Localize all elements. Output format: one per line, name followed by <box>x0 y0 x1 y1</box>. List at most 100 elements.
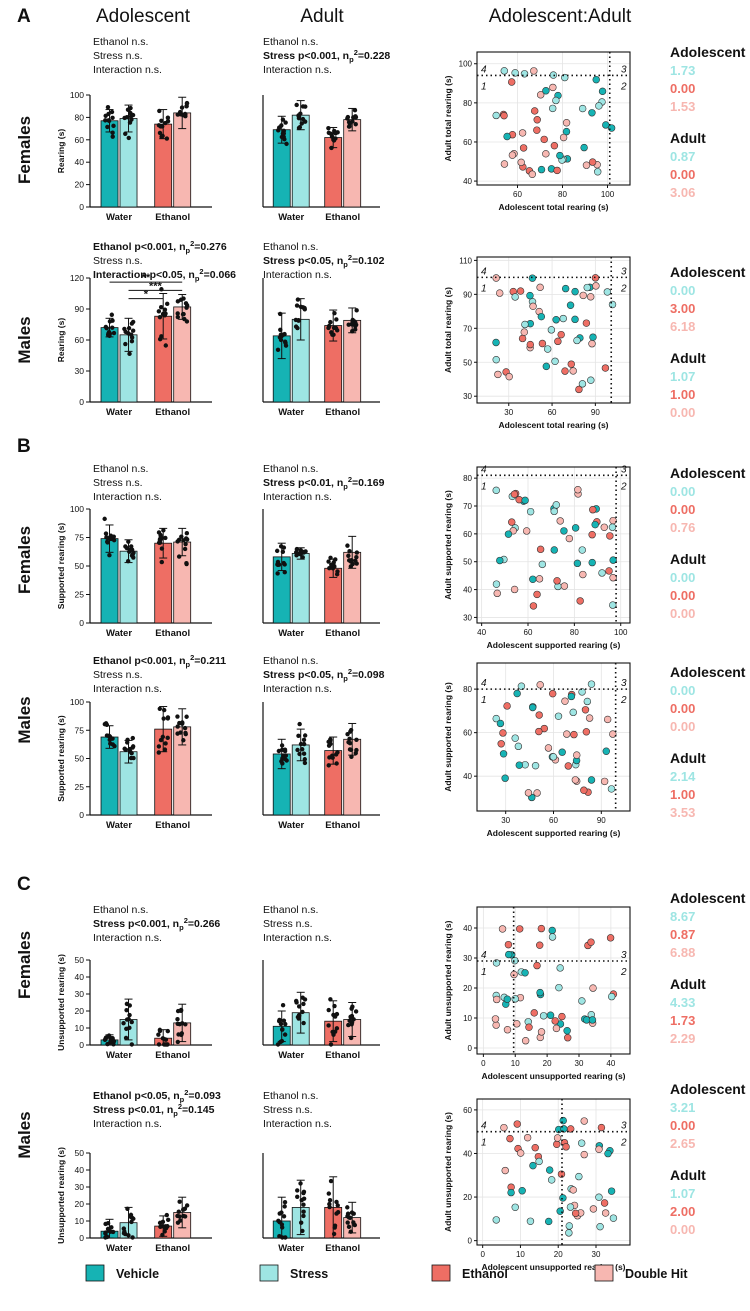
scatter-point <box>538 339 547 348</box>
data-point <box>334 317 339 322</box>
x-tick-label: 100 <box>601 190 615 199</box>
data-point <box>123 747 129 752</box>
x-category-label: Water <box>106 407 132 418</box>
row-label: Females <box>15 116 34 184</box>
data-point <box>182 546 188 552</box>
data-point <box>278 544 284 549</box>
data-point <box>130 735 135 741</box>
data-point <box>327 1201 332 1207</box>
data-point <box>122 115 127 121</box>
percent-value: 0.00 <box>670 484 695 499</box>
data-point <box>295 1194 300 1200</box>
data-point <box>111 537 117 543</box>
percent-value: 2.29 <box>670 1031 695 1046</box>
data-point <box>165 301 170 307</box>
scatter-point <box>567 360 575 368</box>
y-tick-label: 20 <box>75 1199 85 1209</box>
data-point <box>124 1017 130 1022</box>
scatter-point <box>609 556 617 564</box>
data-point <box>347 124 352 129</box>
x-axis-label: Adolescent unsupported rearing (s) <box>481 1071 625 1081</box>
stats-line: Ethanol n.s. <box>263 1090 318 1102</box>
bar-chart-B_f_adult: Water Ethanol <box>262 509 380 639</box>
percent-value: 0.00 <box>670 405 695 420</box>
data-point <box>346 553 351 558</box>
data-point <box>177 1199 182 1204</box>
data-point <box>109 1225 114 1230</box>
data-point <box>159 118 164 123</box>
scatter-point <box>503 702 511 710</box>
data-point <box>275 347 281 352</box>
x-category-label: Water <box>106 628 132 639</box>
scatter-point <box>548 926 556 935</box>
data-point <box>130 328 136 333</box>
data-point <box>354 308 359 313</box>
data-point <box>345 1220 350 1225</box>
data-point <box>330 1029 335 1035</box>
scatter-point <box>511 956 519 965</box>
x-tick-label: 60 <box>524 628 533 637</box>
stats-line: Stress n.s. <box>93 669 143 681</box>
data-point <box>293 317 299 323</box>
scatter-point <box>550 546 558 554</box>
y-tick-label: 0 <box>79 618 84 628</box>
scatter-point <box>493 589 501 598</box>
data-point <box>347 736 352 741</box>
scatter-point <box>525 1023 533 1031</box>
x-tick-label: 30 <box>504 408 513 417</box>
scatter-point <box>582 161 591 169</box>
data-point <box>300 1228 305 1234</box>
scatter-point <box>506 1134 514 1143</box>
data-point <box>178 1218 183 1223</box>
data-point <box>125 558 131 564</box>
scatter-point <box>531 107 539 115</box>
scatter-point <box>503 1026 512 1034</box>
x-category-label: Ethanol <box>155 628 190 639</box>
scatter-point <box>535 727 543 736</box>
percent-value: 0.87 <box>670 149 695 164</box>
data-point <box>104 1234 110 1239</box>
data-point <box>183 730 188 736</box>
scatter-point <box>559 133 568 142</box>
percent-value: 0.00 <box>670 1222 695 1237</box>
percent-group-title: Adolescent <box>670 465 746 481</box>
x-category-label: Water <box>106 1243 132 1254</box>
data-point <box>129 321 135 326</box>
data-point <box>348 729 353 734</box>
percent-value: 2.65 <box>670 1136 695 1151</box>
data-point <box>275 562 281 568</box>
data-point <box>331 1231 337 1237</box>
y-tick-label: 10 <box>75 1216 85 1226</box>
percent-value: 1.73 <box>670 63 695 78</box>
x-category-label: Water <box>106 1050 132 1061</box>
data-point <box>279 134 285 140</box>
x-tick-label: 100 <box>614 628 628 637</box>
y-tick-label: 80 <box>463 474 472 483</box>
y-axis-label: Rearing (s) <box>56 129 66 174</box>
data-point <box>156 1032 161 1037</box>
data-point <box>110 325 115 330</box>
scatter-point <box>588 558 596 567</box>
data-point <box>163 1042 168 1047</box>
scatter-point <box>594 168 602 176</box>
scatter-point <box>505 372 513 381</box>
scatter-point <box>551 1017 559 1025</box>
data-point <box>183 1022 188 1027</box>
data-point <box>162 307 168 312</box>
y-tick-label: 30 <box>75 366 85 376</box>
y-tick-label: 40 <box>75 1165 85 1175</box>
scatter-point <box>580 786 588 794</box>
y-tick-label: 50 <box>463 358 472 367</box>
data-point <box>179 534 184 539</box>
data-point <box>180 112 186 118</box>
x-category-label: Ethanol <box>325 820 360 831</box>
data-point <box>331 1012 336 1018</box>
data-point <box>162 1037 168 1042</box>
scatter-A_m_sc: 30 60 90 30 50 70 90 110 Adolescent total rearin… <box>443 256 631 430</box>
scatter-point <box>571 524 580 532</box>
stats-line: Interaction n.s. <box>93 1118 162 1130</box>
scatter-point <box>603 715 612 724</box>
scatter-point <box>607 785 616 793</box>
data-point <box>295 747 300 753</box>
data-point <box>278 327 283 332</box>
